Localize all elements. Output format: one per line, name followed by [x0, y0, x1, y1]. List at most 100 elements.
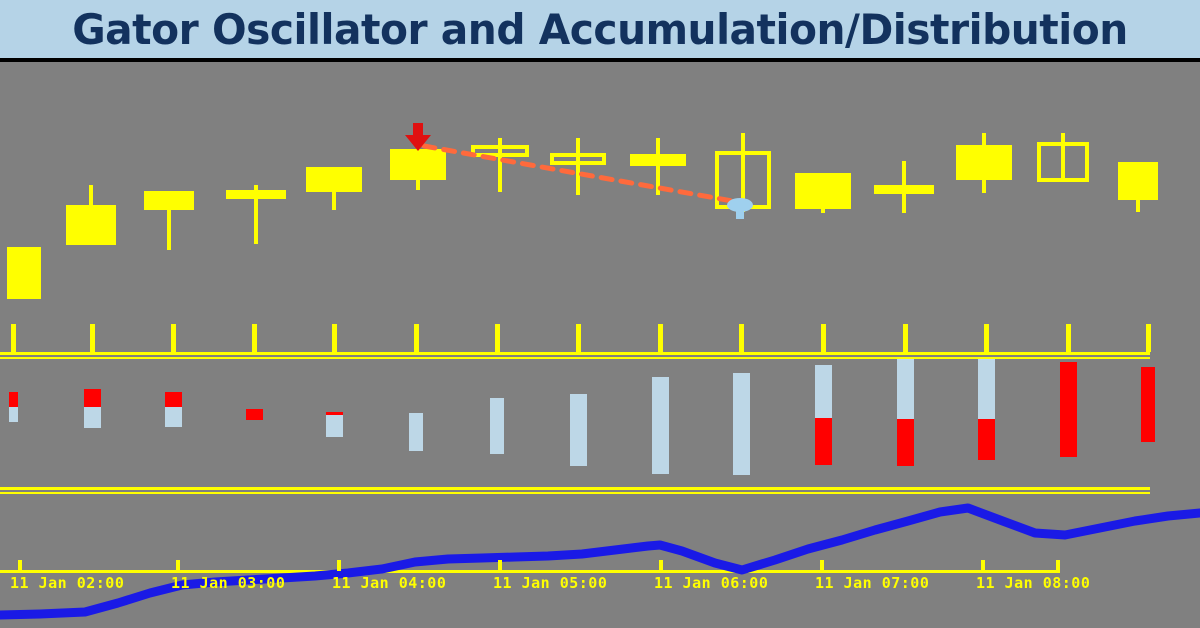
- gator-bar-down: [977, 419, 995, 460]
- gator-baseline-secondary: [0, 492, 1150, 494]
- x-axis-tick: [820, 560, 824, 571]
- candlestick: [0, 62, 1158, 212]
- x-axis-label: 11 Jan 05:00: [493, 574, 608, 592]
- gator-zero-tick: [1146, 324, 1151, 352]
- x-axis-label: 11 Jan 02:00: [10, 574, 125, 592]
- candle-wick: [254, 185, 258, 244]
- candle-body-filled: [7, 247, 41, 299]
- x-axis-tick: [176, 560, 180, 571]
- gator-zero-tick: [252, 324, 257, 352]
- ad-line-svg: [0, 503, 1200, 620]
- x-axis-label: 11 Jan 08:00: [976, 574, 1091, 592]
- page-title: Gator Oscillator and Accumulation/Distri…: [72, 4, 1128, 54]
- gator-zero-tick: [11, 324, 16, 352]
- gator-bar-up: [977, 358, 995, 419]
- x-axis-label: 11 Jan 06:00: [654, 574, 769, 592]
- candle-body-filled: [144, 191, 194, 210]
- gator-bar-up: [896, 358, 914, 419]
- gator-zero-tick: [171, 324, 176, 352]
- candlestick: [0, 62, 529, 192]
- gator-bar-up: [569, 394, 587, 466]
- gator-baseline: [0, 487, 1150, 490]
- candle-body-filled: [1118, 162, 1158, 200]
- candle-body-filled: [390, 149, 446, 180]
- candle-body-filled: [306, 167, 362, 192]
- x-axis-label: 11 Jan 03:00: [171, 574, 286, 592]
- signal-overlay-svg: [405, 123, 753, 219]
- gator-zero-tick: [495, 324, 500, 352]
- buy-signal-arrow: [727, 198, 753, 219]
- header-divider: [0, 58, 1200, 62]
- gator-zero-line-secondary: [0, 357, 1150, 359]
- candle-body-hollow: [550, 153, 606, 165]
- gator-zero-tick: [414, 324, 419, 352]
- candle-body-hollow: [471, 145, 529, 157]
- candle-body-hollow: [1037, 142, 1089, 182]
- candle-wick: [498, 138, 502, 192]
- x-axis-label: 11 Jan 07:00: [815, 574, 930, 592]
- candle-body-filled: [630, 154, 686, 166]
- x-axis-tick: [659, 560, 663, 571]
- gator-bar-up: [325, 415, 343, 437]
- gator-zero-line: [0, 352, 1150, 355]
- candlestick: [0, 62, 851, 213]
- gator-zero-tick: [658, 324, 663, 352]
- ad-line-path: [0, 503, 1200, 620]
- gator-zero-tick: [90, 324, 95, 352]
- gator-bar-down: [8, 392, 18, 407]
- gator-bar-up: [164, 407, 182, 427]
- gator-bar-down: [1141, 367, 1155, 442]
- gator-zero-tick: [332, 324, 337, 352]
- gator-bar-down: [1059, 362, 1077, 457]
- candlestick: [0, 62, 116, 245]
- candlestick: [0, 62, 1089, 182]
- x-axis-tick: [337, 560, 341, 571]
- candle-body-doji: [226, 190, 286, 199]
- gator-bar-up: [83, 407, 101, 428]
- candle-body-filled: [66, 205, 116, 245]
- gator-zero-tick: [821, 324, 826, 352]
- x-axis-tick: [18, 560, 22, 571]
- plot-area: 11 Jan 02:00 11 Jan 03:00 11 Jan 04:00 11 J…: [0, 62, 1200, 628]
- candle-body-filled: [956, 145, 1012, 180]
- gator-bar-up: [409, 413, 423, 451]
- chart-header: Gator Oscillator and Accumulation/Distri…: [0, 0, 1200, 62]
- gator-zero-tick: [576, 324, 581, 352]
- gator-zero-tick: [1066, 324, 1071, 352]
- gator-bar-down: [245, 409, 263, 420]
- candle-wick: [1061, 133, 1065, 182]
- descending-trend-line: [421, 143, 741, 205]
- sell-signal-arrow: [405, 123, 431, 151]
- candlestick: [0, 62, 686, 195]
- gator-zero-tick: [739, 324, 744, 352]
- gator-bar-up: [732, 373, 750, 475]
- candle-body-filled: [795, 173, 851, 209]
- x-axis-tick: [981, 560, 985, 571]
- candlestick: [0, 62, 446, 190]
- x-axis-label: 11 Jan 04:00: [332, 574, 447, 592]
- candlestick: [0, 62, 1012, 193]
- gator-bar-down: [814, 418, 832, 465]
- gator-bar-up: [651, 377, 669, 474]
- candle-wick: [656, 138, 660, 195]
- candle-wick: [576, 138, 580, 195]
- x-axis-tick: [498, 560, 502, 571]
- candlestick: [0, 62, 286, 244]
- gator-bar-up: [814, 365, 832, 418]
- candlestick: [0, 62, 606, 195]
- x-axis-line: [0, 570, 1060, 573]
- gator-bar-down: [164, 392, 182, 407]
- candle-wick: [167, 191, 171, 250]
- candle-wick: [741, 133, 745, 212]
- gator-bar-down: [83, 389, 101, 407]
- gator-bar-up: [490, 398, 504, 454]
- x-axis-end-cap: [1056, 560, 1060, 571]
- gator-bar-down: [325, 412, 343, 415]
- candlestick: [0, 62, 194, 250]
- candlestick: [0, 62, 934, 213]
- candlestick: [0, 62, 41, 299]
- gator-bar-up: [8, 407, 18, 422]
- gator-zero-tick: [984, 324, 989, 352]
- candle-body-doji: [874, 184, 934, 194]
